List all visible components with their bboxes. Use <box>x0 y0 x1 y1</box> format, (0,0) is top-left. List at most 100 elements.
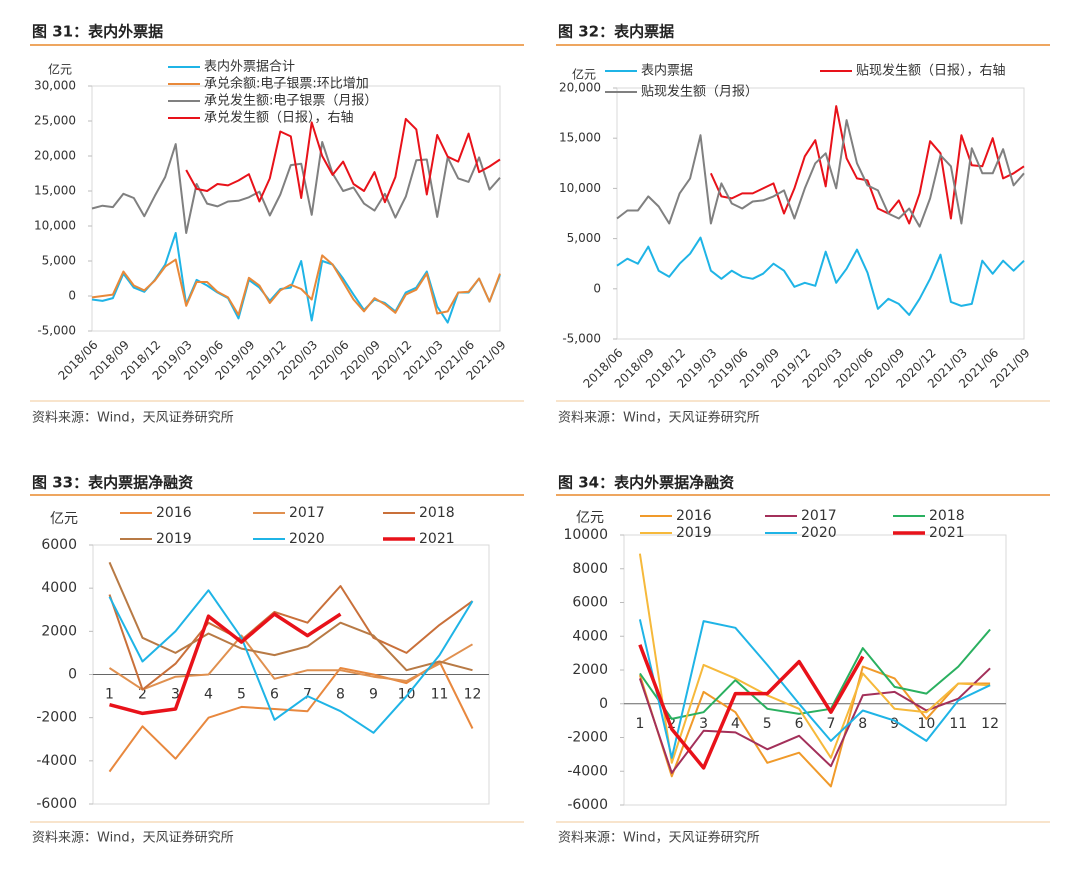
plot-frame <box>616 87 1025 340</box>
y-tick-label: -6000 <box>36 796 77 812</box>
y-tick-label: -5,000 <box>37 324 76 338</box>
x-tick-label: 6 <box>795 716 804 732</box>
x-tick-label: 12 <box>464 687 482 703</box>
legend-label: 2019 <box>676 525 712 541</box>
chart-title: 图 32：表内票据 <box>558 23 674 41</box>
series-line <box>638 665 991 788</box>
legend-label: 2019 <box>156 531 192 547</box>
source: 资料来源：Wind，天风证券研究所 <box>558 830 760 846</box>
series-line <box>91 141 501 234</box>
legend-label: 贴现发生额（月报） <box>641 84 758 100</box>
x-tick-label: 7 <box>826 716 835 732</box>
series-line <box>638 553 991 764</box>
series-line <box>638 644 865 770</box>
y-tick-label: 20,000 <box>559 81 601 95</box>
series-line <box>108 634 474 691</box>
y-axis-label: 亿元 <box>572 67 596 82</box>
x-tick-label: 9 <box>890 716 899 732</box>
y-tick-label: 4000 <box>41 580 77 596</box>
y-tick-label: -2000 <box>567 730 608 746</box>
x-tick-label: 12 <box>981 716 999 732</box>
y-tick-label: 0 <box>599 696 608 712</box>
x-tick-label: 3 <box>171 687 180 703</box>
legend-label: 2021 <box>419 531 455 547</box>
legend-label: 2017 <box>801 508 837 524</box>
y-axis-label: 亿元 <box>576 510 604 526</box>
y-tick-label: -2000 <box>36 710 77 726</box>
x-tick-label: 11 <box>949 716 967 732</box>
source: 资料来源：Wind，天风证券研究所 <box>32 410 234 426</box>
legend-label: 承兑发生额（日报），右轴 <box>204 110 354 126</box>
x-tick-label: 3 <box>699 716 708 732</box>
legend-label: 2016 <box>156 505 192 521</box>
legend-label: 2021 <box>929 525 965 541</box>
plot-frame <box>623 534 1007 806</box>
y-tick-label: 10,000 <box>34 219 76 233</box>
series-line <box>108 561 473 672</box>
y-tick-label: 6000 <box>41 537 77 553</box>
series-line <box>709 105 1025 225</box>
x-tick-label: 8 <box>858 716 867 732</box>
y-tick-label: -6000 <box>567 797 608 813</box>
y-axis-label: 亿元 <box>48 62 72 77</box>
series-line <box>616 236 1025 316</box>
y-tick-label: 20,000 <box>34 149 76 163</box>
series-line <box>108 585 474 691</box>
y-axis-label: 亿元 <box>50 511 78 527</box>
x-tick-label: 1 <box>635 716 644 732</box>
series-line <box>91 232 501 324</box>
y-tick-label: 10000 <box>563 527 608 543</box>
legend-label: 2016 <box>676 508 712 524</box>
x-tick-label: 5 <box>237 687 246 703</box>
y-tick-label: 0 <box>68 667 77 683</box>
legend-label: 2020 <box>289 531 325 547</box>
legend-label: 2017 <box>289 505 325 521</box>
series-line <box>109 612 342 716</box>
series-line <box>91 254 501 316</box>
x-tick-label: 9 <box>369 687 378 703</box>
legend-label: 承兑发生额:电子银票（月报） <box>204 93 377 109</box>
legend-label: 2020 <box>801 525 837 541</box>
x-tick-label: 5 <box>763 716 772 732</box>
chart-title: 图 34：表内外票据净融资 <box>558 474 734 492</box>
y-tick-label: 5,000 <box>567 231 601 245</box>
x-tick-label: 1 <box>105 687 114 703</box>
x-tick-label: 6 <box>270 687 279 703</box>
chart-title: 图 31：表内外票据 <box>32 23 163 41</box>
legend-label: 表内外票据合计 <box>204 59 295 75</box>
legend-label: 表内票据 <box>641 63 693 79</box>
chart-title: 图 33：表内票据净融资 <box>32 474 193 492</box>
legend-label: 2018 <box>929 508 965 524</box>
legend-label: 贴现发生额（日报），右轴 <box>856 63 1006 79</box>
x-tick-label: 4 <box>731 716 740 732</box>
x-tick-label: 2 <box>667 716 676 732</box>
y-tick-label: -5,000 <box>562 332 601 346</box>
y-tick-label: 30,000 <box>34 79 76 93</box>
x-tick-label: 8 <box>336 687 345 703</box>
y-tick-label: 15,000 <box>559 131 601 145</box>
series-line <box>638 619 991 759</box>
source: 资料来源：Wind，天风证券研究所 <box>558 410 760 426</box>
y-tick-label: 5,000 <box>42 254 76 268</box>
y-tick-label: 0 <box>68 289 76 303</box>
legend-label: 2018 <box>419 505 455 521</box>
y-tick-label: 4000 <box>572 628 608 644</box>
y-tick-label: 0 <box>593 281 601 295</box>
y-tick-label: -4000 <box>567 763 608 779</box>
y-tick-label: -4000 <box>36 753 77 769</box>
x-tick-label: 10 <box>918 716 936 732</box>
x-tick-label: 4 <box>204 687 213 703</box>
y-tick-label: 6000 <box>572 595 608 611</box>
y-tick-label: 25,000 <box>34 114 76 128</box>
y-tick-label: 2000 <box>572 662 608 678</box>
legend-label: 承兑余额:电子银票:环比增加 <box>204 76 369 92</box>
series-line <box>108 589 474 734</box>
x-tick-label: 11 <box>431 687 449 703</box>
y-tick-label: 2000 <box>41 623 77 639</box>
y-tick-label: 10,000 <box>559 181 601 195</box>
series-line <box>639 628 991 720</box>
x-tick-label: 2 <box>138 687 147 703</box>
series-line <box>108 660 474 773</box>
y-tick-label: 8000 <box>572 561 608 577</box>
